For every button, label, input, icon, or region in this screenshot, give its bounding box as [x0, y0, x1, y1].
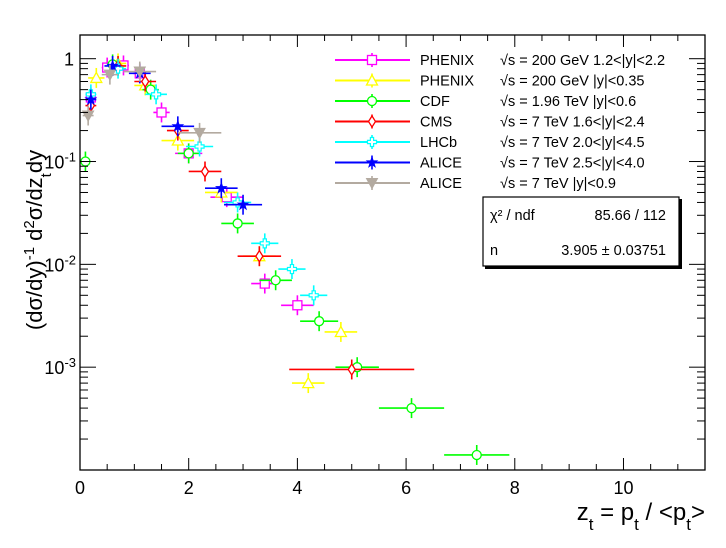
x-tick-label: 10 — [613, 478, 633, 498]
legend-entry: PHENIX √s = 200 GeV |y|<0.35 — [335, 73, 644, 90]
marker — [156, 107, 167, 118]
legend-label: √s = 200 GeV 1.2<|y|<2.2 — [500, 53, 665, 69]
marker — [367, 114, 377, 129]
legend-label: √s = 7 TeV |y|<0.9 — [500, 176, 616, 192]
marker — [255, 249, 264, 263]
marker — [140, 74, 150, 89]
legend-name: ALICE — [420, 156, 462, 172]
legend-entry: CDF √s = 1.96 TeV |y|<0.6 — [335, 94, 636, 110]
marker — [259, 278, 270, 289]
marker — [171, 119, 185, 132]
marker — [232, 218, 243, 229]
legend-name: CMS — [420, 115, 452, 131]
legend-name: LHCb — [420, 135, 457, 151]
plot-frame — [79, 34, 706, 471]
series-4 — [85, 58, 328, 306]
series-3 — [85, 55, 415, 380]
marker — [193, 127, 206, 140]
legend-entry: ALICE √s = 7 TeV 2.5<|y|<4.0 — [335, 155, 645, 172]
marker — [286, 263, 298, 275]
marker — [259, 238, 270, 249]
marker — [365, 178, 379, 190]
stats-box: χ² / ndf 85.66 / 112 n 3.905 ± 0.03751 — [482, 196, 682, 269]
marker — [89, 71, 103, 84]
marker — [301, 376, 315, 389]
marker — [150, 89, 162, 100]
marker — [347, 362, 357, 377]
legend-label: √s = 7 TeV 2.0<|y|<4.5 — [500, 135, 645, 151]
marker — [194, 141, 205, 152]
legend-entry: ALICE √s = 7 TeV |y|<0.9 — [335, 176, 616, 192]
marker — [84, 92, 98, 106]
x-tick-label: 8 — [510, 478, 520, 498]
series-0 — [85, 55, 314, 316]
marker — [334, 325, 348, 338]
marker — [103, 69, 117, 82]
marker — [214, 181, 228, 194]
series-5 — [84, 55, 263, 215]
n-value: 3.905 ± 0.03751 — [561, 243, 666, 259]
y-tick-label: 10-2 — [44, 252, 76, 276]
n-label: n — [490, 243, 498, 259]
marker — [406, 402, 417, 414]
marker — [200, 164, 210, 179]
marker — [236, 197, 250, 211]
legend-label: √s = 7 TeV 1.6<|y|<2.4 — [500, 115, 645, 131]
marker — [81, 110, 95, 123]
legend-entry: PHENIX √s = 200 GeV 1.2<|y|<2.2 — [335, 53, 665, 69]
legend-name: PHENIX — [420, 74, 474, 90]
legend-label: √s = 7 TeV 2.5<|y|<4.0 — [500, 156, 645, 172]
marker — [365, 155, 379, 168]
marker — [292, 300, 303, 311]
y-axis-label: (dσ/dy)-1 d2σ/dztdy — [21, 150, 55, 330]
series-6 — [81, 61, 222, 143]
marker — [106, 59, 119, 72]
chi2-label: χ² / ndf — [490, 208, 536, 224]
marker — [133, 66, 147, 79]
marker — [366, 95, 378, 107]
legend-name: CDF — [420, 94, 450, 110]
x-tick-label: 2 — [184, 478, 194, 498]
x-tick-label: 4 — [292, 478, 302, 498]
marker — [365, 73, 379, 86]
chi2-value: 85.66 / 112 — [595, 208, 667, 224]
marker — [183, 148, 194, 159]
legend-entry: CMS √s = 7 TeV 1.6<|y|<2.4 — [335, 114, 645, 131]
y-tick-label: 10-3 — [44, 355, 76, 379]
marker — [366, 136, 378, 148]
y-tick-label: 10-1 — [44, 149, 76, 173]
axes: 0 2 4 6 8 10 1 10-1 10-2 10-3 — [44, 35, 706, 498]
data-layer — [80, 53, 510, 465]
marker — [471, 449, 482, 461]
marker — [366, 54, 378, 66]
legend: PHENIX √s = 200 GeV 1.2<|y|<2.2 PHENIX √s =… — [335, 53, 665, 192]
y-tick-label: 1 — [64, 50, 74, 70]
legend-name: ALICE — [420, 176, 462, 192]
x-tick-label: 0 — [75, 478, 85, 498]
marker — [313, 316, 325, 327]
legend-name: PHENIX — [420, 53, 474, 69]
legend-entry: LHCb √s = 7 TeV 2.0<|y|<4.5 — [335, 135, 645, 151]
marker — [232, 197, 243, 208]
x-tick-label: 6 — [401, 478, 411, 498]
marker — [308, 290, 319, 301]
x-axis-label: zt = pt / <pt> — [577, 499, 705, 534]
legend-label: √s = 200 GeV |y|<0.35 — [500, 74, 644, 90]
marker — [270, 275, 281, 286]
legend-label: √s = 1.96 TeV |y|<0.6 — [500, 94, 636, 110]
